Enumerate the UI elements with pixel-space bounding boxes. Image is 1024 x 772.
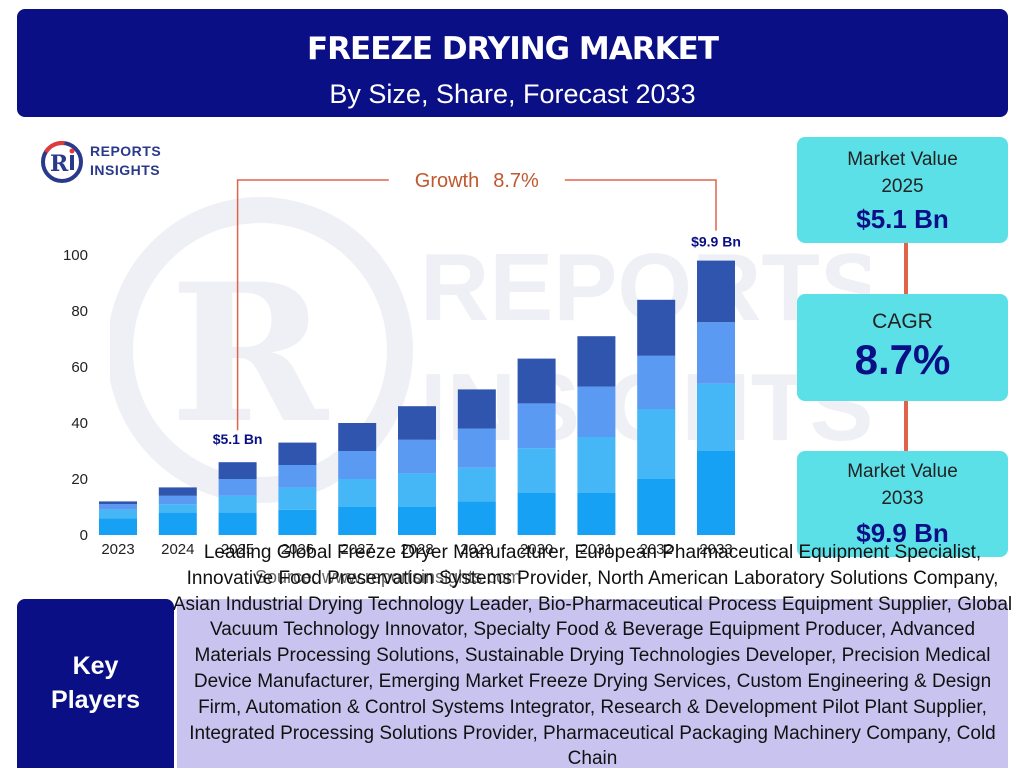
- bar-segment: [697, 383, 735, 451]
- cagr-label: CAGR: [872, 310, 933, 333]
- y-tick-label: 20: [71, 471, 88, 488]
- x-tick-label: 2023: [101, 541, 134, 558]
- market-value-2025-label: Market Value: [847, 149, 958, 170]
- page-subtitle: By Size, Share, Forecast 2033: [329, 79, 696, 109]
- growth-bracket-line: [236, 179, 717, 431]
- y-tick-label: 0: [80, 527, 88, 544]
- bar-segment: [637, 479, 676, 535]
- market-value-2033-card: Market Value 2033 $9.9 Bn: [797, 451, 1008, 557]
- key-players-heading-line2: Players: [51, 686, 140, 714]
- key-players-heading-line1: Key: [72, 652, 119, 680]
- x-tick-label: 2033: [699, 541, 732, 558]
- market-value-2025-year: 2025: [881, 176, 924, 197]
- start-value-label: $5.1 Bn: [213, 431, 263, 447]
- bar-segment: [278, 465, 317, 488]
- bar-segment: [398, 473, 436, 507]
- market-value-2033-value: $9.9 Bn: [856, 518, 949, 548]
- market-value-2033-year: 2033: [881, 488, 924, 509]
- reports-insights-logo: R REPORTS INSIGHTS: [40, 140, 180, 184]
- bar-segment: [158, 512, 197, 535]
- bar-segment: [577, 493, 616, 535]
- bar-segment: [517, 493, 556, 535]
- y-tick-label: 100: [63, 247, 88, 264]
- x-tick-label: 2026: [281, 541, 314, 558]
- bar-segment: [99, 501, 137, 505]
- bar-segment: [278, 487, 317, 510]
- x-tick-label: 2031: [580, 541, 613, 558]
- market-value-2033-label: Market Value: [847, 461, 958, 482]
- bar-segment: [338, 423, 377, 451]
- cagr-value: 8.7%: [854, 336, 951, 383]
- bar-segment: [517, 448, 556, 493]
- growth-label-value: 8.7%: [493, 170, 539, 192]
- bar-segment: [218, 495, 257, 513]
- bar-segment: [158, 504, 197, 513]
- bar-segment: [338, 451, 377, 479]
- bar-segment: [398, 507, 436, 535]
- growth-label: Growth 8.7%: [415, 170, 539, 192]
- cagr-card: CAGR 8.7%: [797, 294, 1008, 401]
- bar-segment: [517, 403, 556, 449]
- bar-segment: [637, 355, 676, 409]
- logo-text-insights: INSIGHTS: [90, 162, 161, 178]
- bar-segment: [99, 509, 137, 519]
- bar-segment: [99, 504, 137, 510]
- bar-segment: [278, 442, 317, 465]
- bar-segment: [158, 495, 197, 505]
- header-banner: FREEZE DRYING MARKET By Size, Share, For…: [17, 9, 1008, 117]
- market-size-chart: 0 20 40 60 80 100 2023 2024 2025 2026 2027 2028 202…: [63, 170, 741, 558]
- bar-segment: [278, 509, 317, 535]
- market-value-2025-value: $5.1 Bn: [856, 204, 949, 234]
- bar-segment: [637, 299, 676, 356]
- logo-icon: R: [41, 141, 83, 183]
- bar-segment: [637, 409, 676, 479]
- bar-segment: [218, 479, 257, 496]
- bar-segment: [517, 358, 556, 404]
- y-tick-label: 40: [71, 415, 88, 432]
- market-value-2025-card: Market Value 2025 $5.1 Bn: [797, 137, 1008, 243]
- key-players-heading-box: Key Players: [17, 599, 174, 768]
- logo-text-reports: REPORTS: [90, 143, 162, 159]
- y-tick-label: 80: [71, 303, 88, 320]
- x-tick-label: 2030: [520, 541, 553, 558]
- bar-segment: [697, 451, 735, 535]
- bar-segment: [99, 518, 137, 535]
- bar-segment: [338, 479, 377, 507]
- x-tick-label: 2028: [400, 541, 433, 558]
- kpi-connector-top: [904, 243, 908, 294]
- bar-segment: [697, 322, 735, 384]
- x-tick-label: 2027: [341, 541, 374, 558]
- x-tick-label: 2029: [460, 541, 493, 558]
- bar-segment: [577, 386, 616, 437]
- key-players-panel: [177, 599, 1008, 768]
- svg-text:R: R: [170, 242, 330, 465]
- source-note: Source: www.reportsinsights.com: [255, 567, 522, 587]
- bar-segment: [218, 512, 257, 535]
- bar-segment: [398, 439, 436, 474]
- bar-segment: [457, 389, 496, 429]
- bar-segment: [577, 437, 616, 493]
- bar-segment: [218, 462, 257, 479]
- bar-segment: [457, 501, 496, 535]
- page-title: FREEZE DRYING MARKET: [307, 31, 719, 67]
- key-players-list: Leading Global Freeze Dryer Manufacturer…: [172, 542, 1013, 770]
- bar-segment: [398, 406, 436, 440]
- bar-segment: [697, 260, 735, 323]
- x-tick-label: 2025: [221, 541, 254, 558]
- svg-text:R: R: [50, 151, 69, 177]
- x-tick-label: 2024: [161, 541, 194, 558]
- growth-label-text: Growth: [415, 170, 479, 192]
- bar-segment: [338, 507, 377, 535]
- kpi-connector-bottom: [904, 401, 908, 451]
- bar-segment: [577, 336, 616, 387]
- bar-segment: [457, 467, 496, 502]
- x-tick-label: 2032: [640, 541, 673, 558]
- bar-segment: [457, 428, 496, 468]
- bar-segment: [158, 487, 197, 496]
- end-value-label: $9.9 Bn: [691, 234, 741, 250]
- y-tick-label: 60: [71, 359, 88, 376]
